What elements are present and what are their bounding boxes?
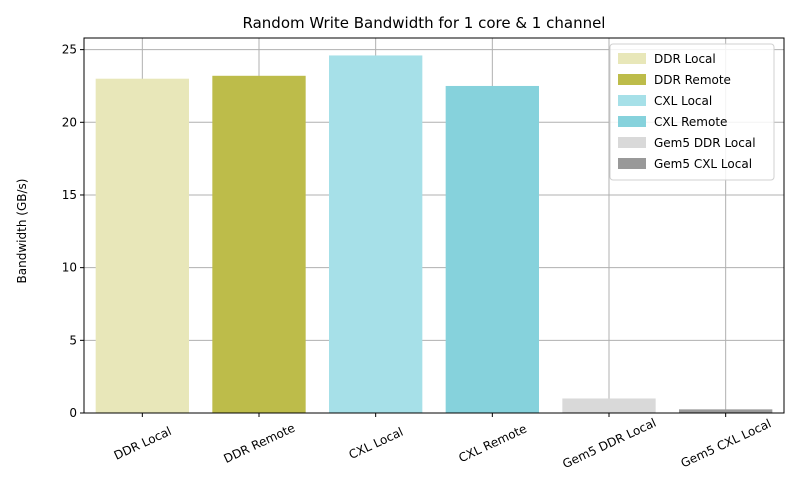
y-tick-label: 20: [62, 115, 77, 129]
legend-entry-label: CXL Remote: [654, 115, 727, 129]
x-tick-label: Gem5 DDR Local: [560, 416, 658, 472]
x-tick-label: CXL Local: [347, 425, 406, 462]
legend: DDR Local DDR Remote CXL Local CXL Remote Ge…: [609, 43, 775, 181]
legend-entry-label: CXL Local: [654, 94, 712, 108]
legend-entry-label: DDR Local: [654, 52, 716, 66]
bar-cxl-local: [329, 55, 423, 413]
bars-layer: [95, 55, 773, 413]
legend-swatch: [618, 74, 646, 85]
bar-ddr-remote: [212, 75, 306, 413]
legend-swatch: [618, 137, 646, 148]
y-tick-label: 10: [62, 261, 77, 275]
y-tick-label: 0: [69, 406, 77, 420]
y-tick-label: 15: [62, 188, 77, 202]
legend-swatch: [618, 53, 646, 64]
y-tick-label: 25: [62, 43, 77, 57]
x-tick-label: DDR Remote: [221, 421, 297, 466]
legend-entry-label: DDR Remote: [654, 73, 731, 87]
legend-swatch: [618, 95, 646, 106]
legend-box: [609, 43, 775, 181]
bar-ddr-local: [95, 78, 189, 413]
axes-layer: [83, 37, 785, 414]
x-tick-label: CXL Remote: [456, 422, 528, 466]
legend-entry-label: Gem5 DDR Local: [654, 136, 756, 150]
legend-swatch: [618, 116, 646, 127]
plot-frame: [83, 37, 785, 414]
legend-swatch: [618, 158, 646, 169]
y-axis-label: Bandwidth (GB/s): [15, 179, 29, 284]
chart-title: Random Write Bandwidth for 1 core & 1 ch…: [243, 14, 606, 32]
legend-entry-label: Gem5 CXL Local: [654, 157, 752, 171]
x-tick-label: DDR Local: [112, 424, 174, 463]
x-tick-label: Gem5 CXL Local: [679, 416, 774, 470]
bar-gem5-ddr-local: [562, 398, 656, 413]
bar-gem5-cxl-local: [679, 409, 773, 413]
bar-cxl-remote: [445, 85, 539, 413]
y-tick-label: 5: [69, 333, 77, 347]
